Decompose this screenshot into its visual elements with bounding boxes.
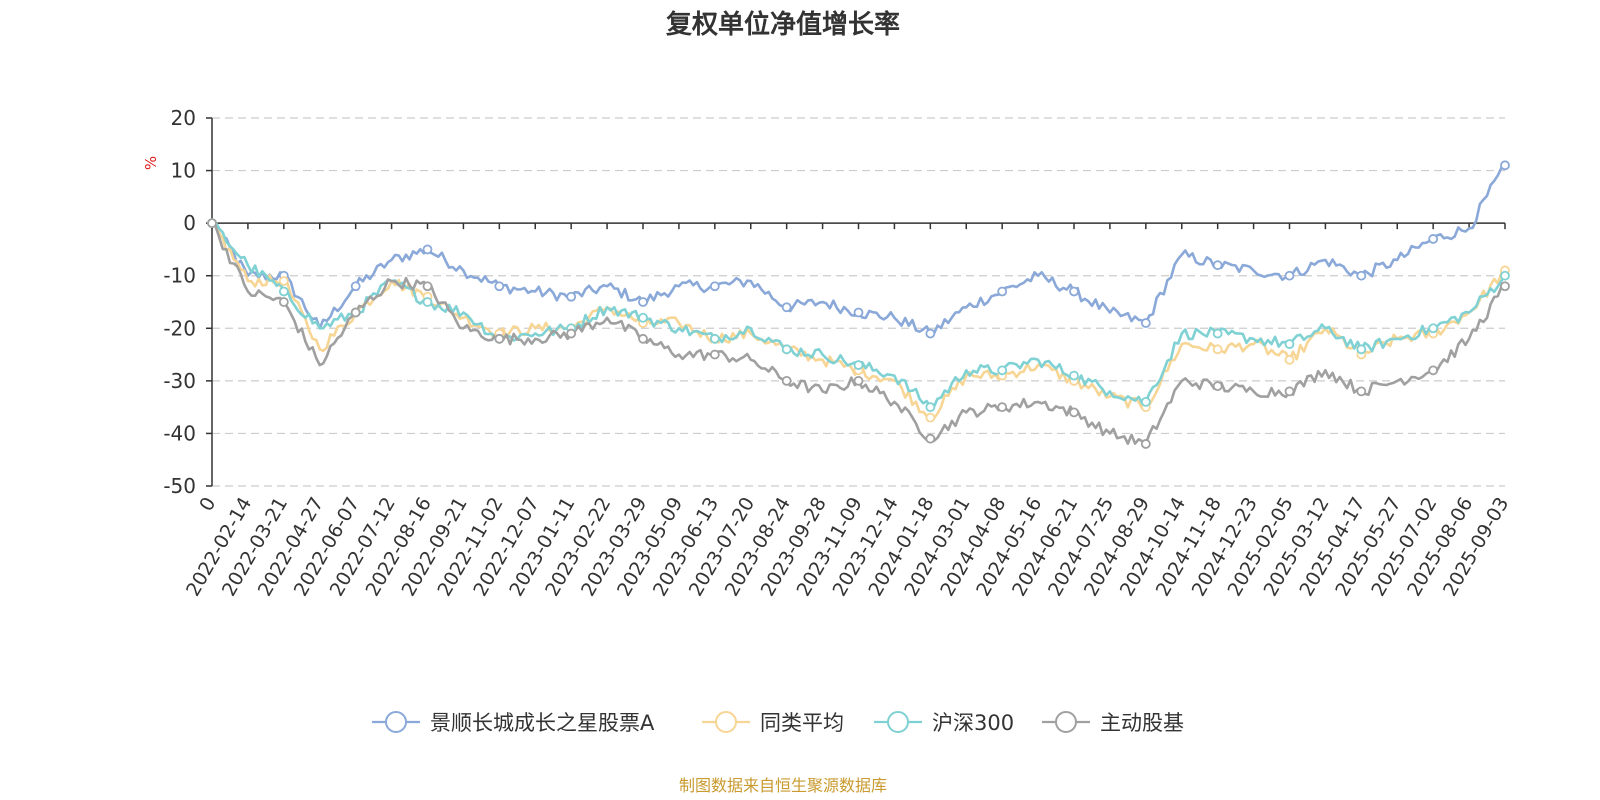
legend[interactable]: 景顺长城成长之星股票A 同类平均 沪深300 主动股基 [372,711,1184,735]
series-point-2 [1140,396,1151,407]
y-tick-label: -40 [163,421,196,445]
legend-item-3[interactable]: 主动股基 [1042,711,1184,735]
series-point-3 [566,328,577,339]
series-point-2 [781,344,792,355]
series-point-3 [853,375,864,386]
series-point-3 [1069,407,1079,418]
series-point-2 [853,360,864,370]
series-point-2 [278,286,289,297]
series-point-3 [278,297,289,307]
series-point-0 [638,297,648,307]
series-point-0 [709,281,720,292]
series-point-2 [1356,344,1367,355]
legend-label: 同类平均 [760,711,844,735]
series-point-2 [1428,323,1439,334]
series-point-3 [638,333,648,344]
y-tick-label: -10 [163,264,196,288]
y-axis-label: % [142,156,160,170]
legend-item-0[interactable]: 景顺长城成长之星股票A [372,711,655,735]
legend-label: 景顺长城成长之星股票A [430,711,655,735]
series-point-2 [1500,270,1510,281]
series-point-3 [350,307,361,318]
series-point-0 [1140,318,1151,328]
series-point-3 [781,375,792,386]
series-point-2 [997,365,1008,376]
series-point-0 [1428,234,1439,244]
legend-circle-icon [385,711,407,733]
legend-circle-icon [887,711,909,733]
series-point-0 [350,281,361,292]
series-point-0 [1069,286,1079,297]
series-point-0 [1284,270,1295,281]
series-point-3 [1212,381,1223,392]
series-point-2 [422,297,433,307]
y-tick-label: 10 [171,159,196,183]
legend-label: 沪深300 [932,711,1014,735]
y-tick-label: 20 [171,106,196,130]
series-point-2 [1069,370,1079,381]
series-point-0 [494,281,505,292]
legend-item-2[interactable]: 沪深300 [874,711,1014,735]
y-tick-label: -20 [163,316,196,340]
series-point-0 [1356,270,1367,281]
series-point-2 [1212,328,1223,339]
series-point-2 [709,333,720,344]
series-point-3 [997,402,1008,413]
axes: 20100-10-20-30-40-5002022-02-142022-03-2… [163,106,1513,600]
series-point-3 [1500,281,1510,292]
data-source-note: 制图数据来自恒生聚源数据库 [679,776,887,795]
series-point-3 [1140,439,1151,449]
series-point-2 [638,312,648,323]
series-point-3 [1428,365,1439,376]
series-point-0 [781,302,792,313]
series-point-0 [1212,260,1223,271]
series-line-1 [211,221,1506,420]
series-lines [211,164,1507,446]
y-tick-label: -50 [163,474,196,498]
series-point-3 [1356,386,1367,397]
series-point-3 [422,281,433,292]
series-point-1 [278,276,289,286]
series-point-2 [925,402,936,413]
series-point-1 [925,412,936,423]
series-point-1 [1284,354,1295,365]
series-point-3 [494,333,505,344]
series-point-3 [709,349,720,360]
series-point-1 [1212,344,1223,355]
series-point-2 [1284,339,1295,349]
legend-label: 主动股基 [1100,711,1184,735]
series-point-0 [422,244,433,255]
legend-circle-icon [1055,711,1077,733]
y-tick-label: -30 [163,369,196,393]
series-point-3 [207,218,217,229]
chart-title: 复权单位净值增长率 [666,9,900,40]
y-tick-label: 0 [183,211,196,235]
series-point-3 [925,433,936,444]
series-point-0 [1500,160,1510,171]
grid-lines [212,117,1505,487]
series-point-0 [925,328,936,339]
series-point-0 [566,291,577,302]
x-tick-label: 0 [195,494,220,515]
series-markers [207,160,1510,449]
legend-circle-icon [715,711,737,733]
series-point-0 [853,307,864,318]
series-point-0 [997,286,1008,297]
legend-item-1[interactable]: 同类平均 [702,711,844,735]
series-point-3 [1284,386,1295,397]
